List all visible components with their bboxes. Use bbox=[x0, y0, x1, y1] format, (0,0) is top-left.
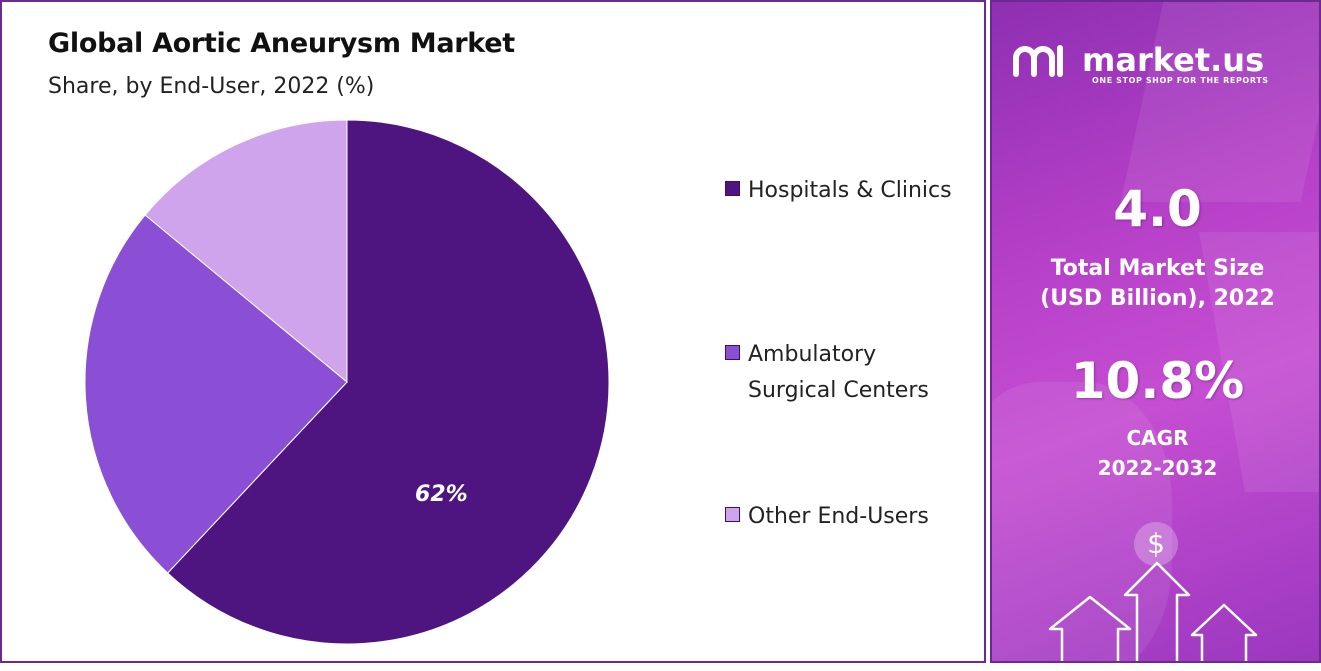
legend-text-ambulatory-line1: Ambulatory bbox=[748, 342, 877, 367]
market-size-label-line1: Total Market Size bbox=[1050, 256, 1265, 281]
legend-swatch-ambulatory bbox=[725, 345, 740, 360]
growth-arrows-icon bbox=[1048, 561, 1258, 661]
legend-text-other: Other End-Users bbox=[748, 504, 929, 529]
background-shape bbox=[1120, 2, 1319, 202]
pie-slice-hospitals-clinics bbox=[166, 119, 610, 645]
up-arrow-icon bbox=[1123, 561, 1191, 661]
chart-subtitle: Share, by End-User, 2022 (%) bbox=[48, 74, 375, 99]
legend-item-other: Other End-Users bbox=[725, 499, 929, 535]
legend-swatch-other bbox=[725, 507, 740, 522]
chart-panel: Global Aortic Aneurysm Market Share, by … bbox=[0, 0, 986, 663]
market-size-label-line2: (USD Billion), 2022 bbox=[1040, 286, 1275, 311]
pie-chart: 62% bbox=[84, 119, 610, 645]
market-size-value: 4.0 bbox=[1113, 180, 1202, 238]
background-shape bbox=[992, 382, 1172, 661]
cagr-label-line1: CAGR bbox=[1126, 426, 1189, 450]
pie-slice-ambulatory-surgical-centers bbox=[84, 214, 348, 574]
brand-name: market.us bbox=[1082, 41, 1265, 79]
brand-tagline: ONE STOP SHOP FOR THE REPORTS bbox=[1092, 76, 1269, 85]
up-arrow-icon bbox=[1048, 595, 1132, 661]
cagr-value: 10.8% bbox=[1070, 352, 1245, 410]
brand-logo: market.us bbox=[1012, 40, 1264, 80]
cagr-label-line2: 2022-2032 bbox=[1097, 456, 1218, 480]
legend-label-hospitals: Hospitals & Clinics bbox=[748, 173, 952, 209]
pie-data-label: 62% bbox=[415, 482, 468, 507]
up-arrow-icon bbox=[1190, 603, 1258, 661]
legend-label-ambulatory: Ambulatory Surgical Centers bbox=[748, 337, 929, 409]
legend-swatch-hospitals bbox=[725, 181, 740, 196]
dollar-coin-icon: $ bbox=[1134, 522, 1178, 566]
legend-label-other: Other End-Users bbox=[748, 499, 929, 535]
market-us-logo-icon bbox=[1013, 45, 1063, 77]
legend-text-ambulatory-line2: Surgical Centers bbox=[748, 378, 929, 403]
legend-item-ambulatory: Ambulatory Surgical Centers bbox=[725, 337, 929, 409]
chart-title: Global Aortic Aneurysm Market bbox=[48, 28, 515, 59]
legend-text-hospitals: Hospitals & Clinics bbox=[748, 178, 952, 203]
pie-slice-other-end-users bbox=[144, 119, 348, 384]
stats-sidebar: market.us ONE STOP SHOP FOR THE REPORTS … bbox=[990, 0, 1321, 663]
legend-item-hospitals: Hospitals & Clinics bbox=[725, 173, 952, 209]
